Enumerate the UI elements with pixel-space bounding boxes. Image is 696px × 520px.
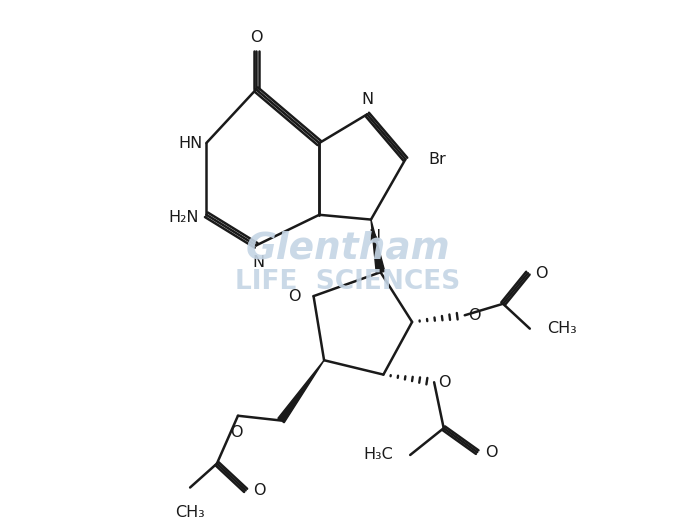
Text: CH₃: CH₃ bbox=[547, 321, 577, 336]
Text: O: O bbox=[287, 289, 300, 304]
Text: H₂N: H₂N bbox=[168, 210, 199, 225]
Text: O: O bbox=[438, 375, 450, 390]
Polygon shape bbox=[278, 360, 324, 423]
Text: O: O bbox=[468, 308, 481, 323]
Text: O: O bbox=[535, 266, 548, 281]
Text: Glentham: Glentham bbox=[246, 230, 450, 266]
Text: HN: HN bbox=[178, 136, 203, 150]
Text: N: N bbox=[361, 92, 373, 107]
Text: Br: Br bbox=[428, 152, 446, 167]
Text: O: O bbox=[230, 425, 242, 440]
Text: H₃C: H₃C bbox=[363, 448, 393, 462]
Text: O: O bbox=[485, 445, 498, 460]
Polygon shape bbox=[371, 219, 385, 273]
Text: O: O bbox=[253, 483, 266, 498]
Text: N: N bbox=[252, 255, 264, 270]
Text: N: N bbox=[369, 229, 381, 244]
Text: O: O bbox=[250, 30, 262, 45]
Text: CH₃: CH₃ bbox=[175, 505, 205, 519]
Text: LIFE  SCIENCES: LIFE SCIENCES bbox=[235, 269, 461, 295]
